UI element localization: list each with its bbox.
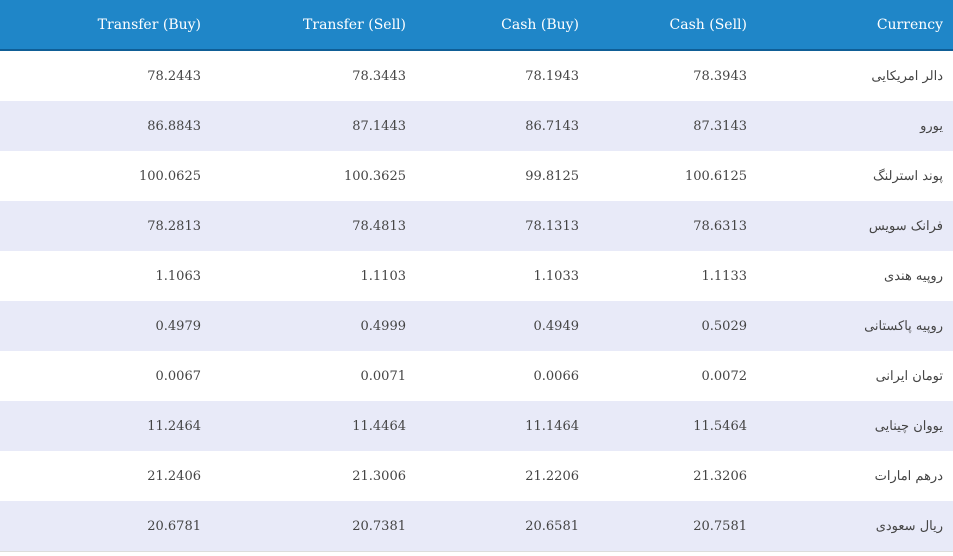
cell-cash-sell: 20.7581 (579, 501, 747, 552)
cell-transfer-buy: 21.2406 (147, 468, 201, 484)
cell-cash-buy: 99.8125 (525, 168, 579, 184)
cell-currency: ریال سعودی (747, 501, 953, 552)
cell-transfer-sell: 78.4813 (352, 218, 406, 234)
header-transfer-buy: Transfer (Buy) (0, 0, 201, 51)
cell-currency: یورو (920, 118, 943, 134)
cell-cash-buy: 11.1464 (525, 418, 579, 434)
cell-transfer-buy: 78.2443 (147, 68, 201, 84)
table-row: 100.0625 100.3625 99.8125 100.6125 پوند استر… (0, 151, 953, 201)
cell-cash-sell: 21.3206 (693, 468, 747, 484)
header-row: Transfer (Buy) Transfer (Sell) Cash (Buy… (0, 0, 953, 51)
cell-transfer-buy: 100.0625 (138, 168, 201, 184)
table-row: 21.2406 21.3006 21.2206 21.3206 درهم امارات (0, 451, 953, 501)
cell-transfer-sell: 0.0071 (360, 368, 407, 384)
cell-cash-buy: 86.7143 (525, 118, 579, 134)
header-cash-buy: Cash (Buy) (406, 0, 579, 51)
header-cash-sell: Cash (Sell) (579, 0, 747, 51)
table-body: 78.2443 78.3443 78.1943 78.3943 دالر امریکای… (0, 50, 953, 552)
header-currency: Currency (747, 0, 953, 51)
cell-currency: روپیه هندی (884, 268, 943, 284)
cell-cash-sell: 78.6313 (693, 218, 747, 234)
cell-transfer-sell: 21.3006 (352, 468, 406, 484)
cell-transfer-sell: 100.3625 (343, 168, 406, 184)
cell-currency: پوند استرلنگ (872, 168, 943, 184)
cell-currency: درهم امارات (874, 468, 943, 484)
cell-cash-sell: 87.3143 (693, 118, 747, 134)
cell-transfer-buy: 0.4979 (155, 318, 202, 334)
cell-cash-sell: 100.6125 (684, 168, 747, 184)
cell-cash-buy: 1.1033 (533, 268, 580, 284)
table-row: 0.4979 0.4999 0.4949 0.5029 روپیه پاکستانی (0, 301, 953, 351)
cell-transfer-sell: 87.1443 (352, 118, 406, 134)
cell-currency: روپیه پاکستانی (864, 318, 943, 334)
table-row: 11.2464 11.4464 11.1464 11.5464 یووان چینایی (0, 401, 953, 451)
table-row: 1.1063 1.1103 1.1033 1.1133 روپیه هندی (0, 251, 953, 301)
table-row: 78.2813 78.4813 78.1313 78.6313 فرانک سویس (0, 201, 953, 251)
table-row: 86.8843 87.1443 86.7143 87.3143 یورو (0, 101, 953, 151)
cell-currency: تومان ایرانی (875, 368, 943, 384)
cell-cash-sell: 0.5029 (701, 318, 748, 334)
cell-transfer-buy: 1.1063 (155, 268, 202, 284)
table-row: 20.6781 20.7381 20.6581 20.7581 ریال سعودی (0, 501, 953, 552)
cell-transfer-buy: 11.2464 (147, 418, 201, 434)
table-header: Transfer (Buy) Transfer (Sell) Cash (Buy… (0, 0, 953, 51)
cell-transfer-sell: 78.3443 (352, 68, 406, 84)
cell-transfer-sell: 11.4464 (352, 418, 406, 434)
cell-transfer-buy: 20.6781 (0, 501, 201, 552)
cell-cash-buy: 78.1313 (525, 218, 579, 234)
cell-cash-buy: 0.4949 (533, 318, 580, 334)
cell-currency: فرانک سویس (868, 218, 943, 234)
cell-transfer-sell: 0.4999 (360, 318, 407, 334)
cell-currency: دالر امریکایی (871, 68, 943, 84)
header-transfer-sell: Transfer (Sell) (201, 0, 406, 51)
cell-transfer-sell: 1.1103 (360, 268, 407, 284)
cell-transfer-sell: 20.7381 (201, 501, 406, 552)
cell-currency: یووان چینایی (874, 418, 943, 434)
cell-cash-buy: 78.1943 (525, 68, 579, 84)
cell-cash-sell: 0.0072 (701, 368, 748, 384)
cell-cash-sell: 11.5464 (693, 418, 747, 434)
cell-cash-buy: 21.2206 (525, 468, 579, 484)
table-row: 0.0067 0.0071 0.0066 0.0072 تومان ایرانی (0, 351, 953, 401)
cell-transfer-buy: 86.8843 (147, 118, 201, 134)
cell-transfer-buy: 78.2813 (147, 218, 201, 234)
cell-cash-buy: 0.0066 (533, 368, 580, 384)
cell-cash-sell: 1.1133 (701, 268, 748, 284)
cell-transfer-buy: 0.0067 (155, 368, 202, 384)
cell-cash-sell: 78.3943 (693, 68, 747, 84)
cell-cash-buy: 20.6581 (406, 501, 579, 552)
table-row: 78.2443 78.3443 78.1943 78.3943 دالر امریکای… (0, 50, 953, 101)
